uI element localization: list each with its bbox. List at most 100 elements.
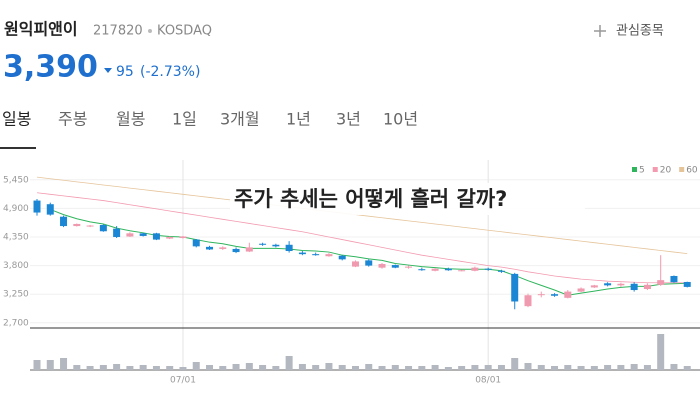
stock-name: 원익피앤이 — [4, 20, 78, 39]
candle-body — [219, 247, 227, 249]
candle-body — [431, 268, 439, 271]
tab[interactable]: 일봉 — [2, 110, 31, 129]
change: 95 — [116, 64, 134, 80]
candle-body — [338, 255, 346, 260]
volume-bar — [206, 365, 214, 370]
candle-body — [683, 281, 691, 287]
chart: 5,450 4,900 4,350 3,800 3,250 2,700 07/01 08/01… — [3, 160, 700, 386]
tab[interactable]: 1년 — [286, 110, 311, 129]
candle-body — [192, 239, 200, 247]
moving-average-line — [36, 192, 688, 284]
candle-body — [378, 264, 386, 268]
volume-bar — [166, 366, 174, 370]
y-tick-label: 2,700 — [3, 318, 29, 328]
candle-body — [166, 236, 174, 239]
volume-bar — [391, 365, 399, 370]
candle-body — [33, 200, 41, 213]
candle-body — [232, 248, 240, 253]
volume-bar — [338, 365, 346, 370]
volume-bar — [46, 360, 54, 370]
candle-body — [524, 295, 532, 307]
legend-label: 60 — [686, 166, 698, 176]
volume-bar — [604, 365, 612, 370]
candle-body — [484, 268, 492, 270]
volume-bar — [99, 365, 107, 370]
volume-bar — [444, 367, 452, 370]
candle-body — [391, 265, 399, 268]
tab[interactable]: 3개월 — [220, 110, 260, 129]
legend-swatch — [679, 167, 685, 172]
candle-body — [551, 294, 559, 296]
change-percent: (-2.73%) — [140, 64, 200, 80]
volume-bar — [73, 365, 81, 370]
volume-bar — [617, 365, 625, 370]
candle-body — [564, 291, 572, 298]
tab[interactable]: 월봉 — [116, 110, 145, 129]
candle-body — [285, 244, 293, 252]
candle-body — [60, 216, 68, 227]
stock-code: 217820 — [93, 24, 143, 39]
volume-bar — [431, 365, 439, 370]
annotation: 주가 추세는 어떻게 흘러 갈까? — [234, 187, 507, 211]
candle-body — [126, 233, 134, 237]
y-tick-label: 3,800 — [3, 261, 29, 271]
down-arrow — [104, 68, 112, 73]
watch-button[interactable]: 관심종목 — [594, 24, 664, 39]
candle-body — [418, 269, 426, 271]
candle-body — [617, 283, 625, 286]
y-tick-label: 4,900 — [3, 204, 29, 214]
candle-body — [272, 244, 280, 247]
volume-bar — [33, 360, 41, 370]
legend-swatch — [652, 167, 658, 172]
candle-body — [325, 254, 333, 257]
candle-body — [113, 228, 121, 237]
y-tick-label: 5,450 — [3, 175, 29, 185]
volume-bar — [298, 364, 306, 370]
volume-bar — [590, 366, 598, 370]
x-tick-label: 07/01 — [170, 376, 196, 386]
volume-bar — [126, 366, 134, 370]
moving-average-line — [36, 176, 688, 255]
legend-label: 5 — [639, 166, 645, 176]
volume-bar — [378, 366, 386, 370]
candle-body — [657, 280, 665, 285]
candle-body — [312, 254, 320, 256]
legend-swatch — [632, 167, 637, 172]
tab[interactable]: 10년 — [383, 110, 418, 129]
candle-body — [497, 270, 505, 272]
volume-bar — [537, 365, 545, 370]
volume-bar — [86, 366, 94, 370]
tab[interactable]: 1일 — [172, 110, 197, 129]
volume-bar — [670, 364, 678, 370]
volume-bar — [497, 365, 505, 370]
candle-body — [152, 233, 160, 240]
volume-bar — [683, 366, 691, 370]
period-tabs: 일봉 주봉 월봉 1일 3개월 1년 3년 10년 — [2, 110, 418, 129]
candle-body — [46, 204, 54, 215]
volume-bar — [179, 367, 187, 370]
volume-bar — [152, 366, 160, 370]
candle-body — [259, 243, 267, 245]
y-tick-label: 3,250 — [3, 290, 29, 300]
candle-body — [405, 266, 413, 268]
watch-label[interactable]: 관심종목 — [616, 24, 664, 39]
candle-body — [511, 273, 519, 302]
candle-body — [471, 267, 479, 271]
price: 3,390 — [3, 50, 98, 85]
tab[interactable]: 3년 — [336, 110, 361, 129]
candle-body — [73, 223, 81, 227]
volume-bar — [524, 363, 532, 370]
candle-body — [604, 283, 612, 286]
candle-body — [630, 283, 638, 291]
volume-bar — [471, 365, 479, 370]
candle-body — [444, 268, 452, 271]
annotation-background — [230, 183, 585, 215]
volume-bar — [643, 365, 651, 370]
tab[interactable]: 주봉 — [58, 110, 87, 129]
volume-bar — [113, 364, 121, 370]
candle-body — [179, 236, 187, 239]
volume-bar — [312, 365, 320, 370]
volume-bar — [630, 364, 638, 370]
volume-bar — [60, 358, 68, 370]
